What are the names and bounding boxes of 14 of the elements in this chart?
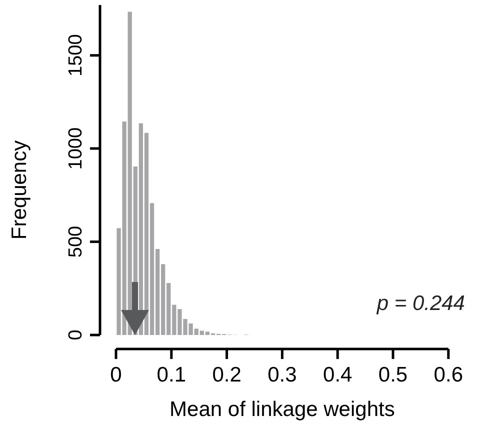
y-tick-label: 0	[66, 330, 87, 340]
y-tick-label: 1500	[66, 34, 87, 76]
x-tick-label: 0.4	[323, 363, 353, 386]
y-tick-label: 1000	[66, 127, 87, 170]
annotation: p = 0.244	[376, 292, 465, 316]
x-tick-label: 0.3	[268, 363, 297, 386]
y-axis-title: Frequency	[8, 140, 31, 240]
x-tick-label: 0.1	[156, 363, 186, 386]
x-tick-label: 0	[110, 363, 122, 386]
x-axis-title: Mean of linkage weights	[170, 398, 395, 422]
x-tick-label: 0.6	[434, 363, 464, 386]
x-tick-label: 0.2	[212, 363, 242, 386]
x-tick-label: 0.5	[378, 363, 408, 386]
y-tick-label: 500	[66, 226, 87, 258]
